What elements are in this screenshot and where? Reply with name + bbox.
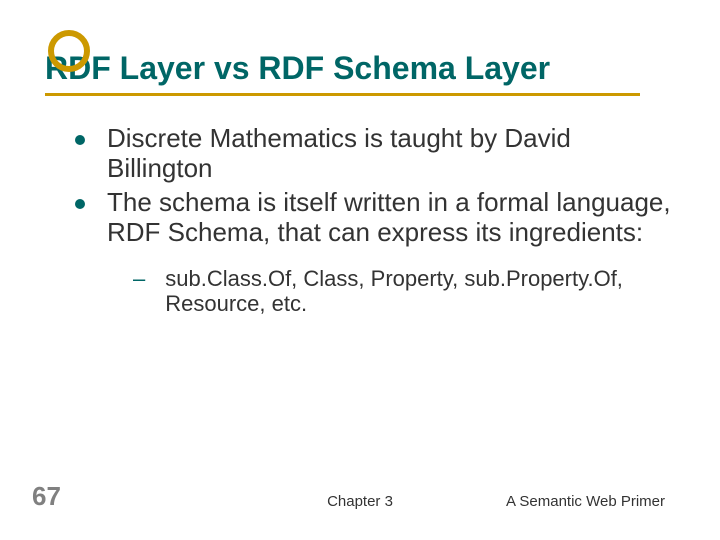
- bullet-list: Discrete Mathematics is taught by David …: [75, 124, 675, 248]
- slide-title: RDF Layer vs RDF Schema Layer: [45, 50, 675, 87]
- sub-list-item: – sub.Class.Of, Class, Property, sub.Pro…: [133, 266, 675, 317]
- bullet-dot-icon: [75, 135, 85, 145]
- list-item: Discrete Mathematics is taught by David …: [75, 124, 675, 184]
- list-item: The schema is itself written in a formal…: [75, 188, 675, 248]
- accent-circle: [48, 30, 90, 72]
- title-block: RDF Layer vs RDF Schema Layer: [45, 50, 675, 96]
- bullet-text: The schema is itself written in a formal…: [107, 188, 675, 248]
- bullet-dot-icon: [75, 199, 85, 209]
- slide: RDF Layer vs RDF Schema Layer Discrete M…: [0, 0, 720, 540]
- footer-right: A Semantic Web Primer: [506, 493, 665, 510]
- sub-bullet-text: sub.Class.Of, Class, Property, sub.Prope…: [165, 266, 675, 317]
- body-area: Discrete Mathematics is taught by David …: [45, 124, 675, 316]
- slide-number: 67: [32, 481, 61, 512]
- sub-bullet-list: – sub.Class.Of, Class, Property, sub.Pro…: [75, 266, 675, 317]
- accent-underline: [45, 93, 640, 96]
- bullet-text: Discrete Mathematics is taught by David …: [107, 124, 675, 184]
- sub-dash-icon: –: [133, 266, 145, 292]
- footer-center: Chapter 3: [327, 493, 393, 510]
- footer: 67 Chapter 3 A Semantic Web Primer: [0, 488, 720, 512]
